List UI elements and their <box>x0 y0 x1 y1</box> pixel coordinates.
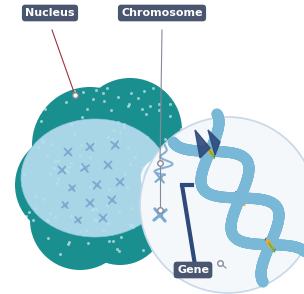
Circle shape <box>32 87 148 203</box>
Circle shape <box>142 160 178 196</box>
Ellipse shape <box>235 191 246 206</box>
Ellipse shape <box>205 144 215 158</box>
Circle shape <box>87 132 183 228</box>
Ellipse shape <box>236 192 244 204</box>
Text: Gene: Gene <box>177 265 209 275</box>
Ellipse shape <box>265 238 275 252</box>
Circle shape <box>78 78 182 182</box>
Circle shape <box>140 117 304 293</box>
Text: Nucleus: Nucleus <box>25 8 75 18</box>
Polygon shape <box>195 130 210 158</box>
Circle shape <box>75 175 165 265</box>
Polygon shape <box>208 130 220 155</box>
Ellipse shape <box>266 239 275 251</box>
Circle shape <box>30 170 130 270</box>
Ellipse shape <box>208 148 215 159</box>
Circle shape <box>15 135 115 235</box>
Ellipse shape <box>206 145 214 157</box>
Ellipse shape <box>21 119 169 237</box>
Text: Chromosome: Chromosome <box>121 8 203 18</box>
Ellipse shape <box>268 242 275 253</box>
Ellipse shape <box>238 195 245 206</box>
